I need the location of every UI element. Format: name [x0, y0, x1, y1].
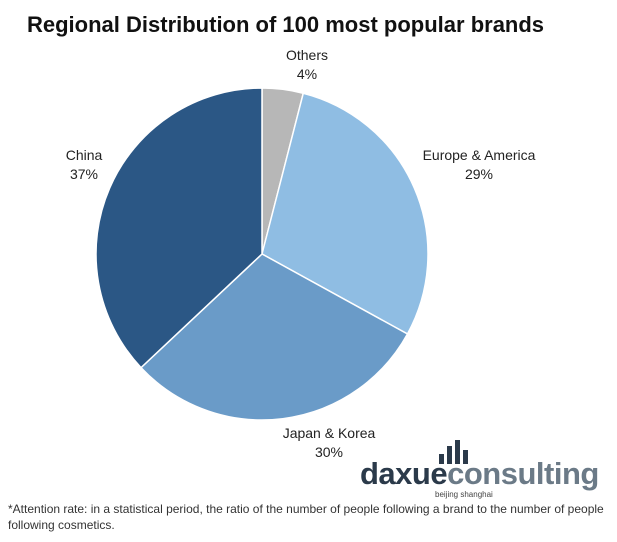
slice-label-europe-america: Europe & America 29%	[409, 146, 549, 184]
pie-slice-china	[95, 87, 263, 369]
logo-word-daxue: daxue	[360, 456, 448, 491]
chart-title: Regional Distribution of 100 most popula…	[27, 12, 545, 37]
slice-label-china-value: 37%	[69, 166, 99, 182]
slice-label-others-name: Others	[285, 47, 328, 63]
slice-label-japan-korea-value: 30%	[314, 444, 344, 460]
slice-label-europe-america-value: 29%	[464, 166, 494, 182]
slice-label-china: China 37%	[56, 146, 112, 184]
slice-label-china-name: China	[65, 147, 103, 163]
logo-word-consulting: consulting	[447, 456, 599, 491]
footnote: *Attention rate: in a statistical period…	[8, 502, 604, 532]
slice-label-japan-korea-name: Japan & Korea	[282, 425, 376, 441]
slice-label-japan-korea: Japan & Korea 30%	[274, 424, 384, 462]
slice-label-others-value: 4%	[296, 66, 318, 82]
logo-wordmark: daxueconsulting	[360, 458, 599, 490]
logo-tagline: beijing shanghai	[435, 490, 493, 499]
pie-slice-japan-korea	[139, 253, 409, 421]
slice-label-others: Others 4%	[279, 46, 335, 84]
daxue-consulting-logo: daxueconsulting beijing shanghai	[360, 440, 610, 502]
slice-label-europe-america-name: Europe & America	[422, 147, 536, 163]
logo-bars-icon	[439, 440, 479, 464]
pie-slice-europe-america	[261, 92, 429, 335]
